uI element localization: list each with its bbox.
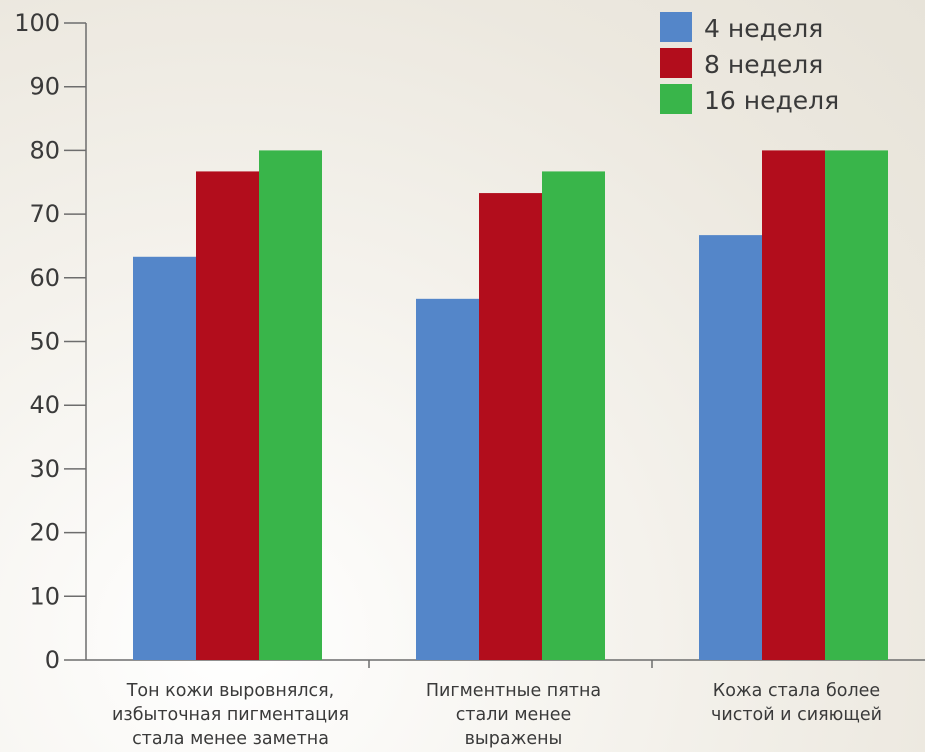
x-axis [86,659,925,668]
y-tick-label: 10 [29,582,60,610]
y-tick-label: 40 [29,391,60,419]
bar-series-2-category-3 [762,150,825,660]
legend-swatch [660,84,692,114]
y-tick-label: 70 [29,200,60,228]
y-tick-label: 90 [29,73,60,101]
legend: 4 неделя 8 неделя 16 неделя [660,12,839,115]
category-label: выражены [465,729,563,749]
y-tick-label: 60 [29,264,60,292]
y-tick-label: 30 [29,455,60,483]
category-labels: Тон кожи выровнялся, избыточная пигментац… [112,681,882,749]
category-label: избыточная пигментация [112,705,349,725]
bar-series-3-category-2 [542,171,605,660]
category-label: Кожа стала более [713,681,880,701]
bar-series-2-category-1 [196,171,259,660]
legend-label: 16 неделя [704,86,839,115]
bar-series-2-category-2 [479,193,542,661]
bar-series-3-category-1 [259,150,322,660]
category-label: стали менее [456,705,572,725]
y-tick-label: 80 [29,136,60,164]
bar-series-1-category-1 [133,256,196,660]
legend-swatch [660,48,692,78]
legend-label: 4 неделя [704,14,823,43]
category-label: Пигментные пятна [426,681,601,701]
bar-series-1-category-3 [699,235,762,660]
category-label: чистой и сияющей [711,705,882,725]
bar-series-3-category-3 [825,150,888,660]
legend-label: 8 неделя [704,50,823,79]
legend-swatch [660,12,692,42]
bar-series-1-category-2 [416,298,479,660]
y-tick-label: 0 [45,646,60,674]
category-label: Тон кожи выровнялся, [126,681,335,701]
category-label: стала менее заметна [132,729,329,749]
bars [133,150,888,661]
y-tick-label: 20 [29,519,60,547]
y-axis: 0 10 20 30 40 50 60 70 80 90 100 [14,9,87,674]
y-tick-label: 50 [29,328,60,356]
y-tick-label: 100 [14,9,60,37]
